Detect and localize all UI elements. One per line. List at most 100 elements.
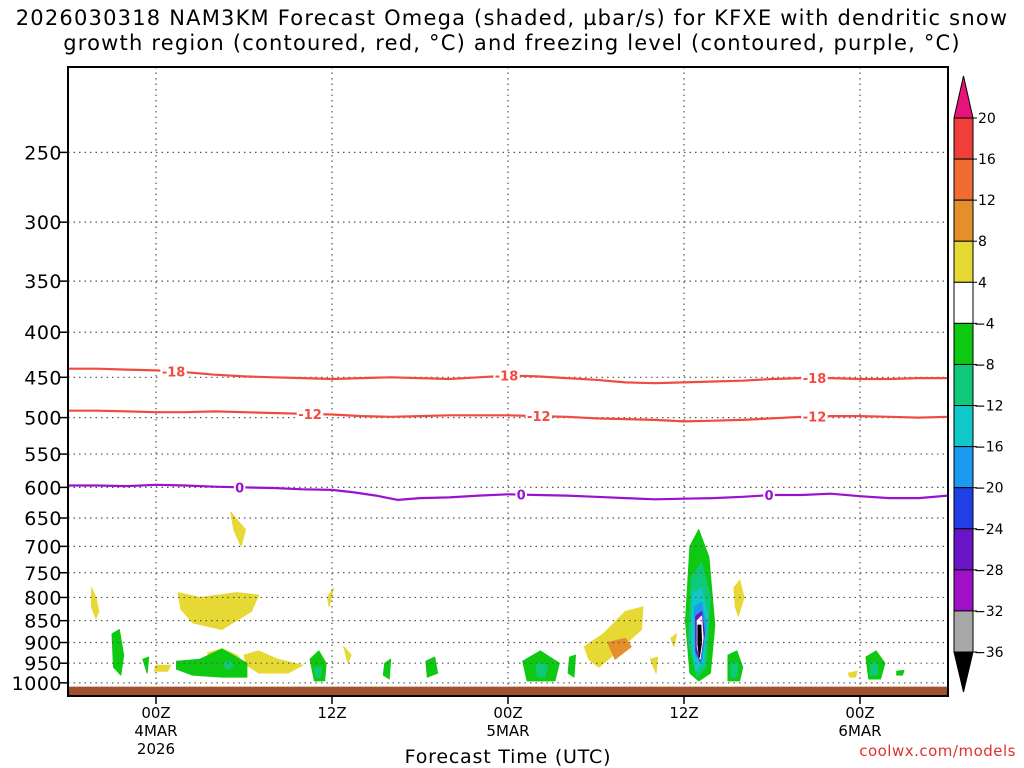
- y-tick-label-700: 700: [24, 536, 62, 558]
- colorbar-top-arrow: [953, 75, 974, 119]
- colorbar-label-6: −8: [974, 357, 995, 373]
- y-axis-ticks: 2503003504004505005506006507007508008509…: [12, 142, 68, 695]
- colorbar-bin-6: [953, 363, 974, 407]
- omega-region-13: [607, 637, 632, 660]
- y-tick-label-1000: 1000: [12, 673, 62, 695]
- colorbar-bin-0: [953, 117, 974, 160]
- y-tick-label-250: 250: [24, 142, 62, 164]
- colorbar-label-11: −28: [974, 563, 1004, 579]
- omega-region-35: [869, 662, 879, 676]
- omega-region-17: [223, 660, 235, 670]
- colorbar-bin-4: [953, 281, 974, 324]
- colorbar-bin-2: [953, 199, 974, 242]
- contour-label-0-1: -18: [495, 370, 519, 385]
- surface-band: [68, 686, 948, 696]
- contour-label-bg-1-2: [801, 409, 828, 424]
- omega-region-11: [733, 579, 745, 617]
- y-tick-label-750: 750: [24, 563, 62, 585]
- contour-label-bg-2-2: [763, 488, 775, 503]
- x-axis-label: Forecast Time (UTC): [405, 746, 612, 768]
- contour-label-bg-0-0: [160, 364, 187, 379]
- omega-region-1: [230, 511, 246, 547]
- colorbar-bin-1: [953, 158, 974, 201]
- x-tick-sublabel-4-0: 6MAR: [838, 722, 881, 740]
- colorbar-label-2: 12: [978, 193, 996, 209]
- omega-region-36: [896, 669, 905, 676]
- colorbar-label-13: −36: [974, 645, 1004, 661]
- contour-label-bg-0-2: [801, 371, 828, 386]
- x-tick-label-3: 12Z: [669, 704, 698, 722]
- y-tick-label-450: 450: [24, 367, 62, 389]
- colorbar-label-12: −32: [974, 604, 1004, 620]
- colorbar-label-5: −4: [974, 316, 995, 332]
- colorbar-bin-9: [953, 487, 974, 530]
- y-tick-label-500: 500: [24, 408, 62, 430]
- contour-label-bg-0-1: [493, 368, 520, 383]
- colorbar-bin-10: [953, 528, 974, 571]
- omega-region-12: [847, 670, 858, 678]
- omega-region-23: [535, 662, 549, 678]
- y-tick-label-800: 800: [24, 587, 62, 609]
- omega-region-21: [425, 656, 439, 678]
- contour-label-0-0: -18: [162, 365, 186, 380]
- contour-line-2: [68, 483, 948, 501]
- omega-region-33: [730, 662, 739, 678]
- contour-label-0-2: -18: [803, 372, 827, 387]
- colorbar: 20 16 12 8 4 −4 −8 −12 −16 −20 −24 −28 −32 −36: [953, 75, 1004, 693]
- contour-label-2-0: 0: [235, 481, 244, 496]
- omega-region-19: [313, 666, 323, 678]
- chart-title-line-2: growth region (contoured, red, °C) and f…: [63, 31, 961, 55]
- y-tick-label-350: 350: [24, 271, 62, 293]
- contour-label-bg-1-0: [296, 406, 324, 421]
- colorbar-label-9: −20: [974, 481, 1004, 497]
- contour-label-bg-1-1: [525, 409, 553, 424]
- y-tick-label-550: 550: [24, 444, 62, 466]
- colorbar-bottom-arrow: [953, 651, 974, 693]
- colorbar-bin-5: [953, 322, 974, 365]
- colorbar-label-10: −24: [974, 522, 1004, 538]
- colorbar-label-8: −16: [974, 440, 1004, 456]
- x-tick-sublabel-0-0: 4MAR: [134, 722, 177, 740]
- plot-area: -18 -18 -18 -12 -12 -12 0 0 0: [68, 67, 948, 696]
- omega-region-6: [343, 646, 352, 664]
- colorbar-label-3: 8: [978, 234, 987, 250]
- colorbar-bin-7: [953, 405, 974, 448]
- omega-region-31: [697, 624, 703, 658]
- contour-lines: -18 -18 -18 -12 -12 -12 0 0 0: [68, 364, 948, 504]
- x-tick-label-4: 00Z: [845, 704, 874, 722]
- y-tick-label-850: 850: [24, 611, 62, 633]
- colorbar-label-0: 20: [978, 111, 996, 127]
- x-tick-label-1: 12Z: [317, 704, 346, 722]
- omega-region-14: [111, 629, 125, 676]
- colorbar-bin-8: [953, 446, 974, 489]
- contour-label-2-1: 0: [517, 489, 526, 504]
- colorbar-bin-3: [953, 240, 974, 283]
- x-tick-label-2: 00Z: [493, 704, 522, 722]
- contour-label-1-0: -12: [298, 408, 322, 423]
- omega-region-24: [567, 654, 576, 678]
- y-tick-label-300: 300: [24, 212, 62, 234]
- y-tick-label-950: 950: [24, 653, 62, 675]
- colorbar-bin-12: [953, 610, 974, 653]
- contour-label-bg-2-0: [233, 480, 246, 495]
- omega-region-9: [649, 656, 659, 674]
- colorbar-label-7: −12: [974, 399, 1004, 415]
- colorbar-label-1: 16: [978, 152, 996, 168]
- chart-title-line-1: 2026030318 NAM3KM Forecast Omega (shaded…: [15, 6, 1009, 30]
- omega-region-5: [327, 587, 334, 608]
- omega-region-20: [382, 658, 392, 680]
- x-tick-sublabel-2-0: 5MAR: [486, 722, 529, 740]
- y-tick-label-900: 900: [24, 633, 62, 655]
- y-tick-label-400: 400: [24, 322, 62, 344]
- contour-label-2-2: 0: [765, 489, 774, 504]
- y-tick-label-650: 650: [24, 508, 62, 530]
- x-tick-label-0: 00Z: [141, 704, 170, 722]
- x-tick-sublabel-0-1: 2026: [137, 740, 175, 758]
- omega-region-2: [177, 592, 260, 630]
- omega-region-7: [154, 664, 172, 672]
- omega-region-8: [583, 606, 644, 668]
- omega-region-18: [309, 650, 327, 682]
- omega-shading: [68, 511, 948, 696]
